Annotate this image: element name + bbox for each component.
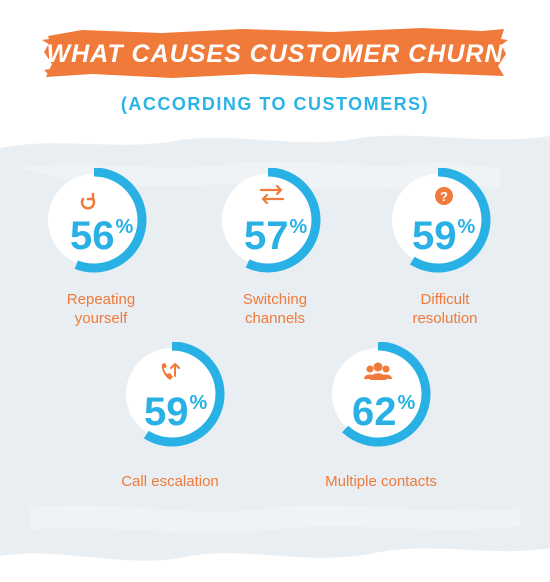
stat-label: Multiple contacts bbox=[325, 473, 437, 490]
percent-sign: % bbox=[457, 216, 476, 238]
progress-ring bbox=[392, 168, 491, 273]
stat-value: 62% bbox=[352, 392, 415, 432]
page-subtitle: (ACCORDING TO CUSTOMERS) bbox=[120, 94, 430, 114]
stat-value: 56% bbox=[70, 216, 133, 256]
stat-label: Call escalation bbox=[121, 473, 219, 490]
page-title: WHAT CAUSES CUSTOMER CHURN bbox=[46, 40, 504, 68]
ring-disc bbox=[126, 348, 218, 440]
stat-number: 59 bbox=[144, 390, 189, 434]
progress-ring bbox=[332, 342, 431, 447]
stat-call-escalation: 59% Call escalation bbox=[120, 342, 290, 502]
swap-arrows-icon bbox=[259, 184, 285, 205]
stat-number: 57 bbox=[244, 214, 289, 258]
stat-difficult-resolution: ? 59% Difficult resolution bbox=[386, 168, 550, 338]
brush-stroke-shape bbox=[42, 28, 508, 78]
stat-repeating-yourself: 56% Repeating yourself bbox=[42, 168, 212, 338]
percent-sign: % bbox=[189, 392, 208, 414]
progress-arc bbox=[245, 168, 321, 273]
phone-escalation-icon bbox=[161, 363, 180, 380]
stat-number: 56 bbox=[70, 214, 115, 258]
svg-text:?: ? bbox=[440, 189, 448, 204]
percent-sign: % bbox=[289, 216, 308, 238]
stat-label: Switching channels bbox=[242, 291, 308, 327]
stat-switching-channels: 57% Switching channels bbox=[216, 168, 386, 338]
people-group-icon bbox=[364, 362, 392, 380]
progress-arc bbox=[74, 168, 147, 273]
progress-ring bbox=[126, 342, 225, 447]
stat-number: 59 bbox=[412, 214, 457, 258]
ring-disc bbox=[392, 174, 484, 266]
progress-arc bbox=[342, 342, 431, 447]
stat-label: Difficult resolution bbox=[412, 291, 478, 327]
stat-multiple-contacts: 62% Multiple contacts bbox=[325, 342, 496, 502]
stat-value: 59% bbox=[412, 216, 475, 256]
ring-disc bbox=[222, 174, 314, 266]
progress-arc bbox=[409, 168, 491, 273]
stat-label: Repeating yourself bbox=[66, 291, 136, 327]
percent-sign: % bbox=[397, 392, 416, 414]
ring-disc bbox=[48, 174, 140, 266]
stat-value: 59% bbox=[144, 392, 207, 432]
progress-ring bbox=[48, 168, 147, 273]
progress-arc bbox=[143, 342, 225, 447]
stat-number: 62 bbox=[352, 390, 397, 434]
ring-disc bbox=[332, 348, 424, 440]
progress-ring bbox=[222, 168, 321, 273]
question-icon: ? bbox=[435, 187, 453, 205]
stat-value: 57% bbox=[244, 216, 307, 256]
refresh-icon bbox=[80, 192, 96, 210]
percent-sign: % bbox=[115, 216, 134, 238]
title-banner: WHAT CAUSES CUSTOMER CHURN bbox=[42, 26, 508, 80]
